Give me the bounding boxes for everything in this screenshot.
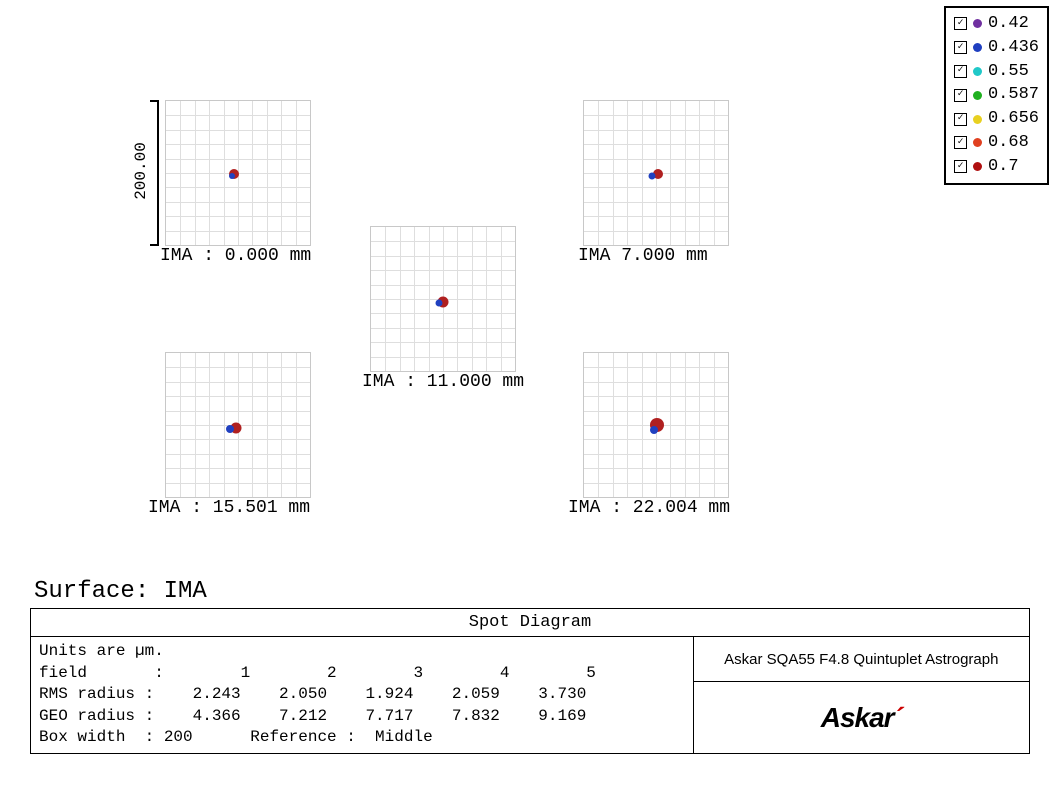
- legend-color-dot: [973, 138, 982, 147]
- legend-row: ✓ 0.55: [954, 60, 1039, 84]
- legend-checkbox[interactable]: ✓: [954, 65, 967, 78]
- plot-area: 200.00 IMA : 0.000 mm IMA 7.000 mm IMA : 1…: [0, 0, 1059, 575]
- brand-logo: Askar´: [693, 682, 1029, 754]
- legend-checkbox[interactable]: ✓: [954, 41, 967, 54]
- spot-grid-5: [583, 352, 729, 498]
- spot-label-2: IMA 7.000 mm: [578, 246, 708, 266]
- surface-label: Surface: IMA: [34, 578, 207, 605]
- axis-label: 200.00: [132, 142, 150, 200]
- axis-vertical: [157, 100, 159, 246]
- data-block: Units are µm. field : 1 2 3 4 5 RMS radi…: [31, 637, 694, 754]
- legend-label: 0.42: [988, 12, 1029, 36]
- spot-label-1: IMA : 0.000 mm: [160, 246, 311, 266]
- axis-tick-top: [150, 100, 159, 102]
- spot-dot: [229, 173, 235, 179]
- legend-label: 0.7: [988, 155, 1019, 179]
- legend-color-dot: [973, 115, 982, 124]
- legend-checkbox[interactable]: ✓: [954, 17, 967, 30]
- spot-label-5: IMA : 22.004 mm: [568, 498, 730, 518]
- legend-row: ✓ 0.68: [954, 131, 1039, 155]
- spot-dot: [650, 426, 658, 434]
- spot-grid-1: [165, 100, 311, 246]
- legend-color-dot: [973, 43, 982, 52]
- spot-label-4: IMA : 15.501 mm: [148, 498, 310, 518]
- legend-color-dot: [973, 91, 982, 100]
- spot-dot: [436, 300, 443, 307]
- legend-checkbox[interactable]: ✓: [954, 113, 967, 126]
- legend-label: 0.55: [988, 60, 1029, 84]
- spot-label-3: IMA : 11.000 mm: [362, 372, 524, 392]
- legend-row: ✓ 0.656: [954, 107, 1039, 131]
- legend-row: ✓ 0.42: [954, 12, 1039, 36]
- legend-checkbox[interactable]: ✓: [954, 136, 967, 149]
- axis-tick-bot: [150, 244, 159, 246]
- legend-checkbox[interactable]: ✓: [954, 89, 967, 102]
- spot-grid-2: [583, 100, 729, 246]
- spot-dot: [226, 425, 234, 433]
- spot-dot: [649, 173, 656, 180]
- product-name: Askar SQA55 F4.8 Quintuplet Astrograph: [693, 637, 1029, 682]
- legend-label: 0.587: [988, 83, 1039, 107]
- legend-label: 0.436: [988, 36, 1039, 60]
- legend-row: ✓ 0.436: [954, 36, 1039, 60]
- legend-row: ✓ 0.587: [954, 83, 1039, 107]
- table-title: Spot Diagram: [31, 609, 1030, 637]
- legend-checkbox[interactable]: ✓: [954, 160, 967, 173]
- legend-color-dot: [973, 162, 982, 171]
- legend-label: 0.656: [988, 107, 1039, 131]
- info-table: Spot Diagram Units are µm. field : 1 2 3…: [30, 608, 1030, 754]
- legend: ✓ 0.42 ✓ 0.436 ✓ 0.55 ✓ 0.587 ✓ 0.656 ✓ 0.68 ✓ 0.7: [944, 6, 1049, 185]
- spot-grid-4: [165, 352, 311, 498]
- spot-grid-3: [370, 226, 516, 372]
- legend-label: 0.68: [988, 131, 1029, 155]
- legend-row: ✓ 0.7: [954, 155, 1039, 179]
- legend-color-dot: [973, 67, 982, 76]
- legend-color-dot: [973, 19, 982, 28]
